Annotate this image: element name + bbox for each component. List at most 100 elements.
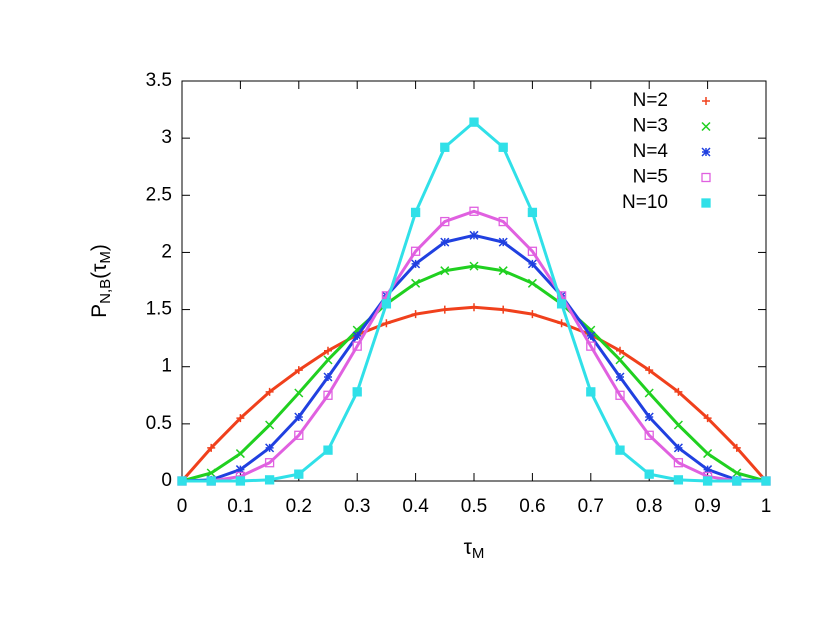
legend-label: N=5 xyxy=(633,167,668,188)
data-point xyxy=(235,476,246,486)
y-tick-label: 2.5 xyxy=(146,184,172,205)
data-point xyxy=(470,303,478,312)
data-point xyxy=(615,355,625,365)
data-point xyxy=(382,319,391,328)
data-point xyxy=(411,259,421,269)
data-point xyxy=(265,420,275,430)
legend-marker xyxy=(701,198,711,208)
data-point xyxy=(615,390,625,400)
series-line xyxy=(182,120,766,483)
data-point xyxy=(323,445,333,455)
data-point xyxy=(616,346,624,355)
data-point xyxy=(264,475,275,485)
data-point xyxy=(732,476,742,486)
y-axis-label-part: N,B xyxy=(97,279,114,304)
data-point xyxy=(644,388,654,398)
data-point xyxy=(411,278,421,288)
data-point xyxy=(440,216,450,227)
data-point xyxy=(207,443,216,452)
data-point xyxy=(527,207,538,218)
data-point xyxy=(469,261,479,271)
data-point xyxy=(440,266,450,276)
data-point xyxy=(673,475,684,485)
x-tick-label: 0 xyxy=(177,496,188,517)
y-axis-label-part: P xyxy=(88,304,111,318)
data-point xyxy=(644,469,654,479)
y-tick-label: 2 xyxy=(161,241,172,262)
data-point xyxy=(586,341,596,351)
data-point xyxy=(294,430,304,440)
data-point xyxy=(498,266,508,276)
data-point xyxy=(673,458,684,468)
data-point xyxy=(265,387,274,396)
data-point xyxy=(703,449,713,459)
legend-marker xyxy=(701,147,711,157)
data-point xyxy=(499,305,508,314)
y-axis-label-part: M xyxy=(97,251,114,264)
legend-label: N=4 xyxy=(633,141,669,162)
data-point xyxy=(528,310,537,319)
legend-marker xyxy=(701,172,711,183)
data-point xyxy=(644,412,654,422)
data-point xyxy=(644,430,654,440)
data-point xyxy=(702,476,713,486)
data-point xyxy=(206,468,216,478)
x-axis-label-part: τ xyxy=(464,536,473,559)
legend-marker xyxy=(702,97,710,105)
data-point xyxy=(352,341,362,351)
x-tick-label: 0.1 xyxy=(227,496,253,517)
x-tick-label: 0.9 xyxy=(694,496,720,517)
data-point xyxy=(498,216,508,227)
data-point xyxy=(498,142,508,152)
y-tick-label: 0 xyxy=(161,470,172,491)
data-point xyxy=(352,331,362,341)
data-point xyxy=(761,476,771,486)
data-point xyxy=(732,468,742,478)
data-point xyxy=(469,230,479,240)
x-tick-label: 0.3 xyxy=(344,496,370,517)
data-point xyxy=(440,305,449,314)
x-tick-label: 0.7 xyxy=(578,496,604,517)
data-point xyxy=(556,299,567,309)
data-point xyxy=(674,387,683,396)
data-point xyxy=(352,387,362,397)
data-point xyxy=(440,142,450,152)
data-point xyxy=(235,465,245,475)
x-tick-label: 0.2 xyxy=(286,496,312,517)
data-point xyxy=(381,299,392,309)
x-tick-label: 0.4 xyxy=(402,496,429,517)
data-point xyxy=(586,387,596,397)
data-point xyxy=(557,319,566,328)
y-tick-label: 1.5 xyxy=(146,299,172,320)
legend-label: N=2 xyxy=(633,90,668,111)
data-point xyxy=(410,207,421,218)
plot-frame xyxy=(181,80,767,482)
data-point xyxy=(469,117,479,127)
data-point xyxy=(323,372,333,382)
data-point xyxy=(264,458,275,468)
y-tick-label: 3.5 xyxy=(146,70,172,91)
legend-marker xyxy=(701,121,711,132)
data-point xyxy=(206,476,216,486)
data-point xyxy=(265,443,275,453)
x-tick-label: 0.8 xyxy=(636,496,662,517)
data-point xyxy=(615,445,625,455)
data-point xyxy=(324,346,332,355)
data-point xyxy=(323,355,333,365)
y-axis-label-part: (τ xyxy=(88,263,111,279)
data-point xyxy=(294,412,304,422)
data-point xyxy=(235,449,245,459)
data-point xyxy=(703,465,713,475)
data-point xyxy=(440,237,450,247)
data-point xyxy=(410,246,421,256)
series-line xyxy=(182,209,766,483)
y-axis-label-part: ) xyxy=(88,244,111,251)
data-point xyxy=(294,388,304,398)
data-point xyxy=(732,443,741,452)
data-point xyxy=(469,206,479,216)
data-point xyxy=(411,310,420,319)
data-point xyxy=(645,366,654,375)
data-point xyxy=(236,414,245,423)
